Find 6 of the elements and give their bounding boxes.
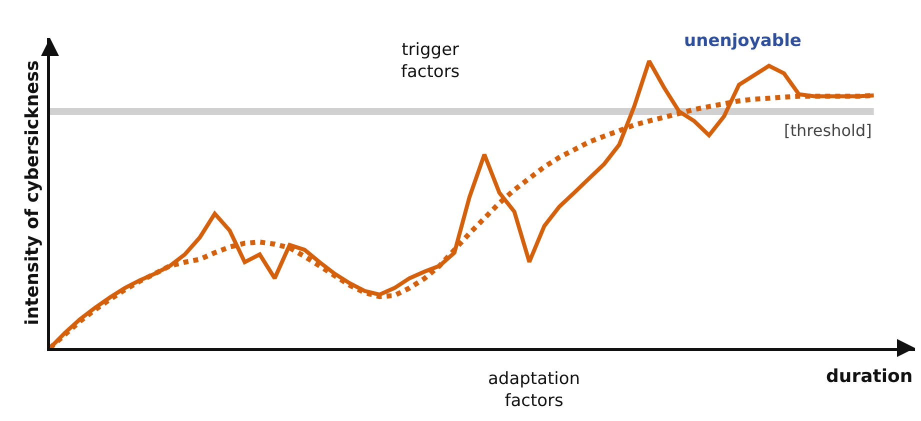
annotation: trigger factors	[401, 40, 460, 82]
text: adaptation factors	[488, 369, 580, 412]
x-axis-title: duration	[826, 366, 913, 387]
y-axis-title: intensity of cybersickness	[22, 60, 44, 326]
text: unenjoyable	[684, 31, 802, 51]
ref-line-label: [threshold]	[784, 121, 872, 140]
